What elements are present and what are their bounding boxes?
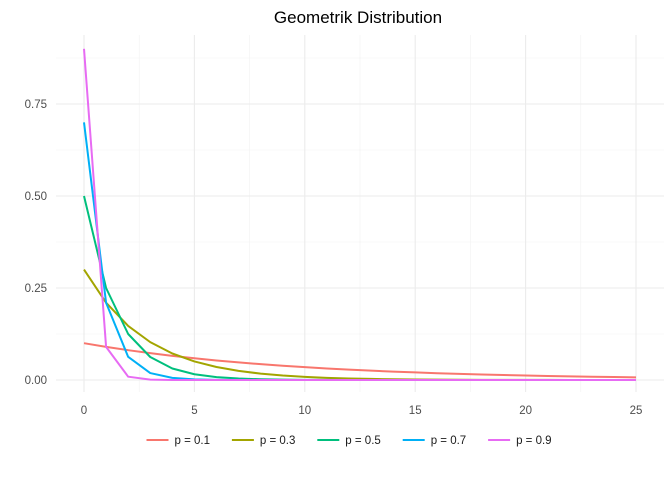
- legend-item: p = 0.7: [402, 435, 467, 447]
- series-lines: [83, 48, 637, 381]
- legend-label: p = 0.3: [260, 435, 296, 447]
- legend-item: p = 0.5: [317, 435, 381, 447]
- y-tick-label: 0.00: [25, 375, 47, 387]
- x-tick-label: 5: [191, 405, 197, 417]
- legend-label: p = 0.9: [516, 435, 552, 447]
- y-tick-label: 0.50: [25, 191, 47, 203]
- series-line-1: [83, 342, 637, 379]
- x-tick-label: 15: [409, 405, 422, 417]
- legend-label: p = 0.1: [175, 435, 211, 447]
- grid-minor: [56, 35, 664, 392]
- x-axis-ticks: 0 5 10 15 20 25: [81, 405, 643, 417]
- y-axis-ticks: 0.00 0.25 0.50 0.75: [25, 99, 47, 387]
- legend-label: p = 0.7: [431, 435, 467, 447]
- series-line-5: [83, 48, 636, 381]
- legend-label: p = 0.5: [345, 435, 381, 447]
- chart-title: Geometrik Distribution: [274, 8, 442, 27]
- legend: p = 0.1 p = 0.3 p = 0.5 p = 0.7 p = 0.9: [146, 435, 552, 447]
- x-tick-label: 25: [630, 405, 643, 417]
- y-tick-label: 0.25: [25, 283, 47, 295]
- legend-item: p = 0.3: [231, 435, 296, 447]
- x-tick-label: 0: [81, 405, 87, 417]
- legend-item: p = 0.9: [488, 435, 552, 447]
- x-tick-label: 20: [519, 405, 532, 417]
- x-tick-label: 10: [298, 405, 311, 417]
- grid-major: [56, 35, 664, 392]
- y-tick-label: 0.75: [25, 99, 47, 111]
- legend-item: p = 0.1: [146, 435, 211, 447]
